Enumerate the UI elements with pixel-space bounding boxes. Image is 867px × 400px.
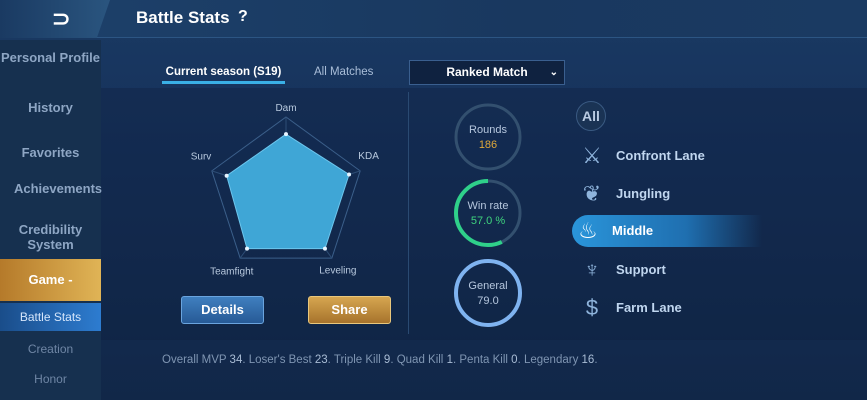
flame-icon: ♨: [578, 218, 598, 243]
lane-middle[interactable]: ♨ Middle: [572, 215, 762, 247]
legendary-value: 16: [581, 354, 595, 366]
sidebar-item-history[interactable]: History: [28, 100, 73, 115]
lane-label: Middle: [612, 223, 654, 238]
losers-best-value: 23: [314, 354, 328, 366]
lane-label: Support: [616, 262, 666, 277]
losers-best-label: Loser's Best: [248, 354, 312, 366]
quad-kill-value: 1: [446, 354, 453, 366]
details-button[interactable]: Details: [181, 296, 264, 324]
penta-kill-label: Penta Kill: [459, 354, 508, 366]
triple-kill-label: Triple Kill: [333, 354, 381, 366]
winrate-label: Win rate: [467, 200, 509, 212]
legendary-label: Legendary: [523, 354, 579, 366]
rounds-stat: Rounds 186: [455, 104, 521, 170]
lane-jungling[interactable]: ❦ Jungling: [576, 178, 766, 210]
sidebar-item-credibility-system[interactable]: Credibility System: [18, 222, 83, 252]
sidebar-item-honor[interactable]: Honor: [34, 372, 67, 386]
achievement-summary: Overall MVP 34. Loser's Best 23. Triple …: [162, 354, 598, 366]
triple-kill-value: 9: [383, 354, 391, 366]
divider: [408, 92, 409, 334]
sidebar-item-favorites[interactable]: Favorites: [21, 145, 80, 160]
chevron-down-icon: ⌄: [549, 67, 558, 78]
general-value: 79.0: [477, 295, 499, 307]
crossed-swords-icon: ⚔: [582, 143, 602, 168]
sidebar: Personal Profile History Favorites Achie…: [0, 40, 103, 400]
lane-confront-lane[interactable]: ⚔ Confront Lane: [576, 140, 766, 172]
leaf-icon: ❦: [582, 181, 602, 206]
top-bar: ⊃ Battle Stats ?: [0, 0, 867, 38]
help-button[interactable]: ?: [238, 8, 248, 25]
lane-label: Confront Lane: [616, 148, 705, 163]
trident-icon: ♆: [583, 257, 601, 282]
sidebar-item-personal-profile[interactable]: Personal Profile: [1, 50, 100, 65]
general-label: General: [468, 280, 508, 292]
general-stat: General 79.0: [455, 260, 521, 326]
sidebar-item-creation[interactable]: Creation: [27, 342, 74, 356]
share-button[interactable]: Share: [308, 296, 391, 324]
winrate-stat: Win rate 57.0 %: [455, 180, 521, 246]
sidebar-item-game[interactable]: Game -: [0, 259, 101, 301]
lane-filter-all[interactable]: All: [576, 101, 606, 131]
quad-kill-label: Quad Kill: [396, 354, 444, 366]
dropdown-value: Ranked Match: [446, 65, 528, 79]
tab-all-matches[interactable]: All Matches: [314, 66, 374, 78]
penta-kill-value: 0: [511, 354, 518, 366]
mvp-value: 34: [229, 354, 243, 366]
back-arrow-icon: ⊃: [52, 6, 71, 31]
sidebar-item-achievements[interactable]: Achievements: [14, 181, 103, 196]
page-title: Battle Stats: [136, 8, 230, 27]
lane-label: Jungling: [616, 186, 671, 201]
mvp-label: Overall MVP: [162, 354, 227, 366]
tab-current-season[interactable]: Current season (S19): [162, 60, 285, 84]
lane-support[interactable]: ♆ Support: [576, 254, 766, 286]
rounds-value: 186: [478, 139, 498, 151]
lane-farm-lane[interactable]: $ Farm Lane: [576, 292, 766, 324]
winrate-value: 57.0 %: [470, 215, 506, 227]
back-button[interactable]: ⊃: [0, 0, 110, 38]
rounds-label: Rounds: [469, 124, 507, 136]
sidebar-item-battle-stats[interactable]: Battle Stats: [0, 303, 101, 331]
match-type-dropdown[interactable]: Ranked Match ⌄: [409, 60, 565, 85]
coin-icon: $: [585, 295, 599, 320]
lane-label: Farm Lane: [616, 300, 682, 315]
